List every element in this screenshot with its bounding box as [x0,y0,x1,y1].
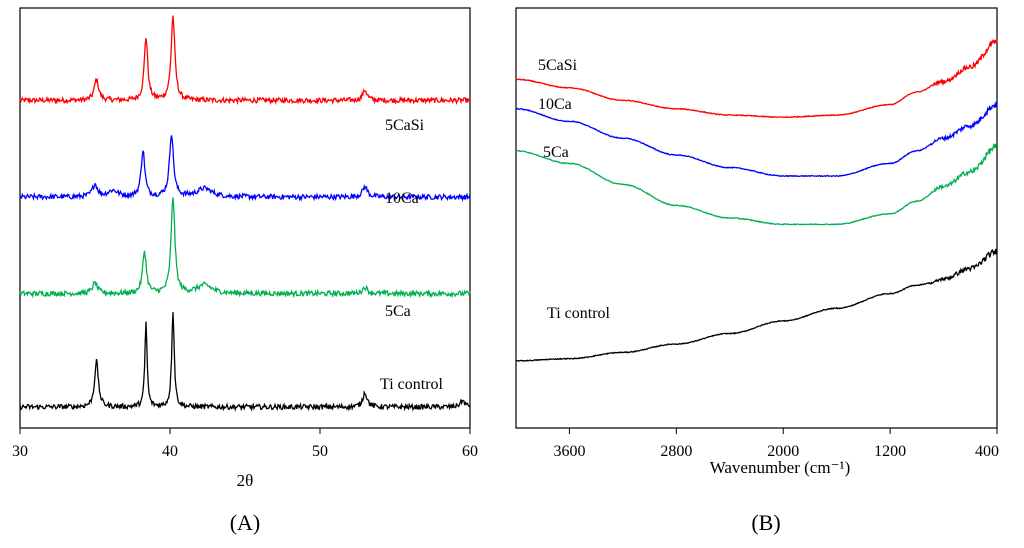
panel-b-tick-label: 400 [975,443,999,460]
panel-b-x-axis-ticks: 3600 2800 2000 1200 400 [553,428,999,460]
panel-b-series-5casi [515,39,998,119]
panel-a-series-10ca [19,135,471,203]
panel-a-series-labels: 5CaSi 10Ca 5Ca Ti control [380,117,444,393]
panel-b-series-ti-control [515,248,998,362]
panel-b-ftir-chart: 5CaSi 10Ca 5Ca Ti control 3600 2800 2000 1200 4… [515,7,999,535]
panel-b-tick-label: 3600 [553,443,585,460]
panel-a-label-5casi: 5CaSi [385,117,425,134]
panel-a-series-ti-control [19,312,471,412]
panel-b-tick-label: 2000 [767,443,799,460]
panel-b-series-10ca [515,101,998,178]
panel-b-x-axis-title: Wavenumber (cm⁻¹) [710,458,851,477]
panel-a-series-5ca [19,197,471,299]
panel-a-label-ti-control: Ti control [380,376,444,393]
panel-b-series-5ca [515,142,998,226]
panel-b-series-labels: 5CaSi 10Ca 5Ca Ti control [538,57,611,322]
panel-a-label-5ca: 5Ca [385,303,411,320]
panel-b-label-ti-control: Ti control [547,305,611,322]
panel-a-tick-label: 60 [462,443,478,460]
panel-a-series-group [19,15,471,412]
panel-b-series-group [515,39,998,362]
panel-b-label: (B) [751,510,780,535]
panel-a-label: (A) [230,510,261,535]
panel-a-tick-label: 40 [162,443,178,460]
panel-a-series-5casi [19,15,471,106]
panel-b-plot-frame [515,7,998,429]
panel-a-tick-label: 30 [12,443,28,460]
panel-a-xrd-chart: 5CaSi 10Ca 5Ca Ti control 30 40 50 60 2θ (A) [12,7,478,535]
panel-b-label-5casi: 5CaSi [538,57,578,74]
panel-a-plot-frame [19,7,471,429]
panel-a-x-axis-title: 2θ [237,471,254,490]
panel-b-tick-label: 1200 [874,443,906,460]
panel-b-label-5ca: 5Ca [543,144,569,161]
panel-b-tick-label: 2800 [660,443,692,460]
panel-a-tick-label: 50 [312,443,328,460]
panel-a-label-10ca: 10Ca [385,190,419,207]
panel-b-label-10ca: 10Ca [538,96,572,113]
panel-a-x-axis-ticks: 30 40 50 60 [12,428,478,460]
